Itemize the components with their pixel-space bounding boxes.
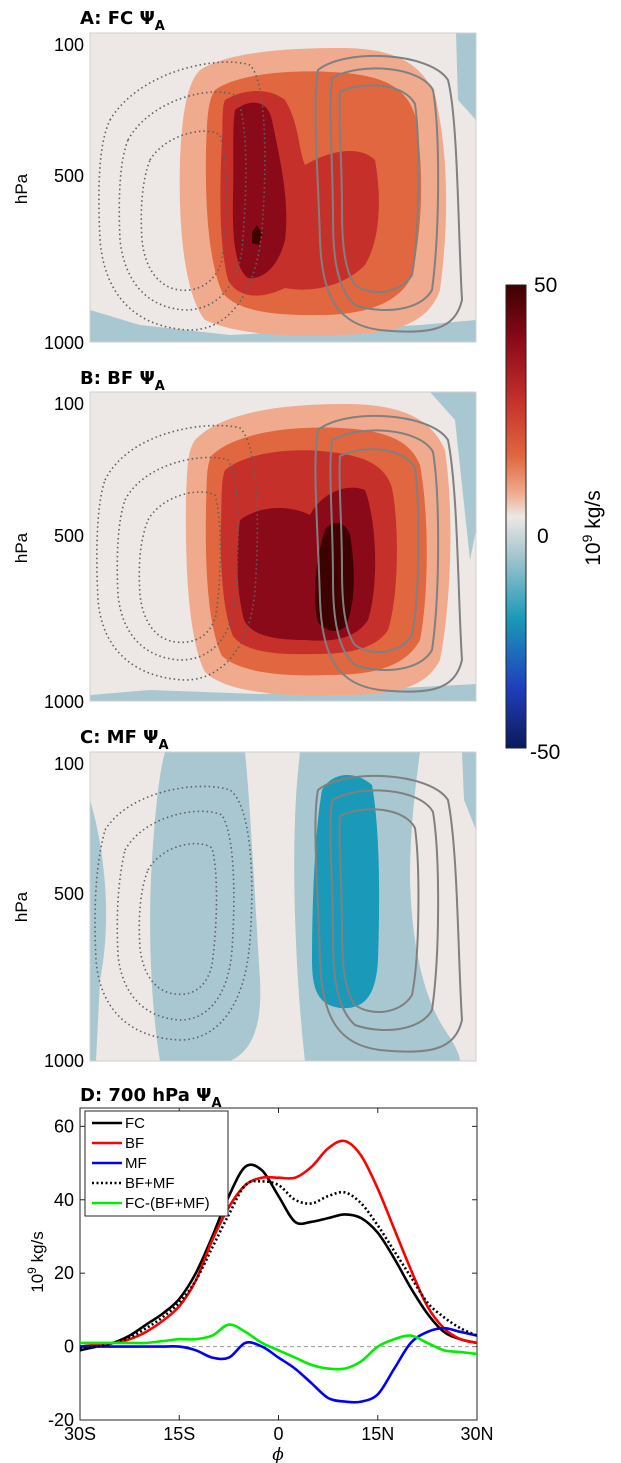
- ytick-label: 100: [54, 35, 84, 55]
- panel-c-field: [90, 752, 476, 1061]
- panel-b-title: B: BF ΨA: [80, 368, 165, 394]
- negative-region: [462, 752, 476, 830]
- y-axis-label: hPa: [12, 891, 31, 922]
- y-tick-label: 40: [54, 1190, 74, 1210]
- ytick-label: 1000: [44, 333, 84, 353]
- dotted-contours: [98, 61, 266, 331]
- x-tick-label: 30S: [64, 1424, 96, 1444]
- ytick-label: 500: [54, 526, 84, 546]
- legend-label: FC: [125, 1115, 145, 1132]
- legend-label: BF: [125, 1135, 144, 1152]
- positive-region: [232, 102, 287, 279]
- panel-d-title: D: 700 hPa ΨA: [80, 1085, 222, 1111]
- strong-negative-region: [312, 774, 380, 1009]
- panel-b-field: [90, 392, 476, 701]
- colorbar-mid-label: 0: [537, 525, 549, 548]
- legend: FC BF MF BF+MF FC-(BF+MF): [84, 1110, 229, 1217]
- y-tick-label: 20: [54, 1263, 74, 1283]
- negative-region: [90, 800, 107, 1061]
- positive-region: [252, 225, 262, 245]
- negative-region: [456, 33, 476, 120]
- legend-label: BF+MF: [125, 1175, 175, 1192]
- series-line-fc: [80, 1163, 477, 1352]
- y-tick-label: -20: [48, 1410, 74, 1430]
- panel-b: B: BF ΨA 100 500 1000 hPa: [12, 368, 477, 712]
- negative-region: [90, 310, 476, 342]
- ytick-label: 1000: [44, 1051, 84, 1071]
- negative-region: [430, 392, 476, 560]
- x-tick-label: 15N: [361, 1424, 394, 1444]
- solid-contours: [314, 414, 464, 693]
- colorbar: 50 0 -50 109 kg/s: [505, 274, 605, 764]
- panel-d: D: 700 hPa ΨA 30S 15S 0 15N 30N -20 0 20 40 60 FC…: [25, 1085, 494, 1463]
- solid-contours: [314, 54, 464, 333]
- series-line-bf: [80, 1139, 477, 1348]
- panel-a: A: FC ΨA 100 500 1000 hPa: [12, 8, 477, 353]
- colorbar-gradient: [506, 285, 526, 748]
- axis-ticks: 30S 15S 0 15N 30N -20 0 20 40 60: [48, 1108, 494, 1444]
- y-axis-label: 109 kg/s: [25, 1231, 47, 1293]
- ytick-label: 100: [54, 754, 84, 774]
- y-axis-label: hPa: [12, 173, 31, 204]
- y-tick-label: 60: [54, 1116, 74, 1136]
- ytick-label: 500: [54, 884, 84, 904]
- series-line-mf: [80, 1326, 477, 1404]
- series-line-fc-bf-mf: [80, 1323, 477, 1371]
- negative-region: [90, 684, 476, 701]
- ytick-label: 100: [54, 394, 84, 414]
- ytick-label: 1000: [44, 692, 84, 712]
- dotted-contours: [96, 424, 259, 681]
- legend-label: MF: [125, 1155, 147, 1172]
- series-lines: [80, 1139, 477, 1404]
- dotted-contours: [94, 785, 253, 1041]
- y-tick-label: 0: [64, 1337, 74, 1357]
- colorbar-top-label: 50: [534, 274, 557, 297]
- panel-a-title: A: FC ΨA: [80, 8, 165, 34]
- negative-region: [150, 752, 261, 1061]
- ytick-label: 500: [54, 166, 84, 186]
- x-tick-label: 0: [273, 1424, 283, 1444]
- y-axis-label: hPa: [12, 532, 31, 563]
- colorbar-bottom-label: -50: [530, 741, 560, 764]
- colorbar-unit-label: 109 kg/s: [579, 490, 605, 566]
- panel-c: C: MF ΨA 100 500 1000 hPa: [12, 727, 477, 1071]
- x-tick-label: 30N: [460, 1424, 493, 1444]
- x-axis-label: ϕ: [272, 1445, 284, 1463]
- legend-label: FC-(BF+MF): [125, 1195, 210, 1212]
- x-tick-label: 15S: [163, 1424, 195, 1444]
- series-line-bf-mf: [80, 1179, 477, 1350]
- panel-c-title: C: MF ΨA: [80, 727, 169, 753]
- solid-contours: [314, 774, 464, 1053]
- panel-a-field: [90, 33, 476, 342]
